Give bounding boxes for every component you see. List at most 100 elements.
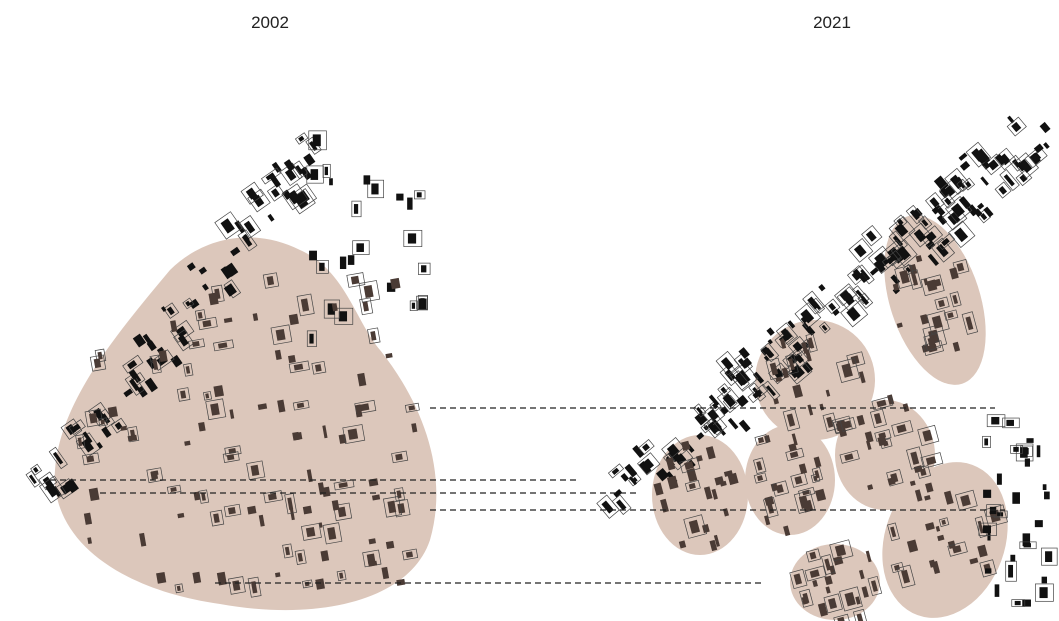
building [642,443,650,451]
building [1013,447,1018,452]
building [1045,551,1052,562]
building [739,420,751,433]
building [1007,116,1014,124]
building [408,233,416,243]
building [612,468,620,475]
building [721,357,734,370]
building [313,134,321,146]
building [421,265,426,272]
building [371,183,378,194]
building [305,582,310,587]
building [101,420,105,425]
building [33,467,39,473]
building [247,506,256,515]
building [601,500,613,513]
building [1035,520,1043,527]
building [29,474,37,484]
building [417,192,422,197]
building [1006,420,1014,426]
building [339,311,347,321]
building [272,162,282,173]
building [303,506,312,515]
building [340,257,346,269]
building [1043,484,1047,490]
building [1010,555,1015,562]
building [1040,122,1051,133]
building [348,429,358,440]
panel-title: 2021 [813,13,851,32]
building [1024,543,1031,547]
building [309,334,313,344]
building [319,263,324,271]
building [294,432,302,440]
building [1015,601,1021,605]
building [303,153,315,166]
zone [790,544,880,620]
building [621,473,629,482]
building [407,198,412,210]
panel-title: 2002 [251,13,289,32]
building [818,284,825,291]
building [983,490,991,498]
building [857,613,864,621]
building [356,243,364,252]
building [1008,565,1013,578]
building [213,385,224,397]
building [412,303,415,309]
building [329,178,333,185]
building [954,228,968,243]
building [351,276,360,285]
building [984,438,988,445]
building [364,175,371,184]
building [846,307,860,322]
building [396,194,403,201]
building [728,418,739,430]
building [86,456,94,463]
building [959,153,968,161]
building [1037,445,1041,457]
building [937,215,947,226]
building [309,251,317,261]
building [997,474,1002,485]
building [980,176,989,185]
building [707,409,719,421]
building [983,525,991,533]
building [385,353,392,358]
building [395,454,403,461]
building [738,347,749,359]
zone [652,435,748,555]
building [1026,438,1033,443]
building [991,417,999,424]
building [1020,447,1028,458]
building [995,584,1000,597]
building [1022,600,1031,607]
building [289,314,299,325]
building [828,303,836,311]
building [288,355,296,363]
building [228,507,236,514]
building [1039,587,1047,598]
map: 2002 2021 [0,0,1059,621]
building [108,406,118,417]
building [960,161,970,171]
building [325,167,328,175]
building [965,181,971,187]
building [364,285,374,298]
building [1011,122,1021,132]
building [998,186,1007,195]
building [420,298,424,307]
building [1043,142,1050,149]
building [390,278,400,289]
building [1012,492,1020,504]
building [1042,577,1047,584]
building [741,358,752,369]
building [363,301,369,311]
building [386,541,395,549]
building [866,230,877,241]
building [311,169,319,180]
building [1034,143,1044,153]
building [156,572,166,584]
building [221,218,235,233]
building [275,572,281,577]
building [354,204,358,214]
